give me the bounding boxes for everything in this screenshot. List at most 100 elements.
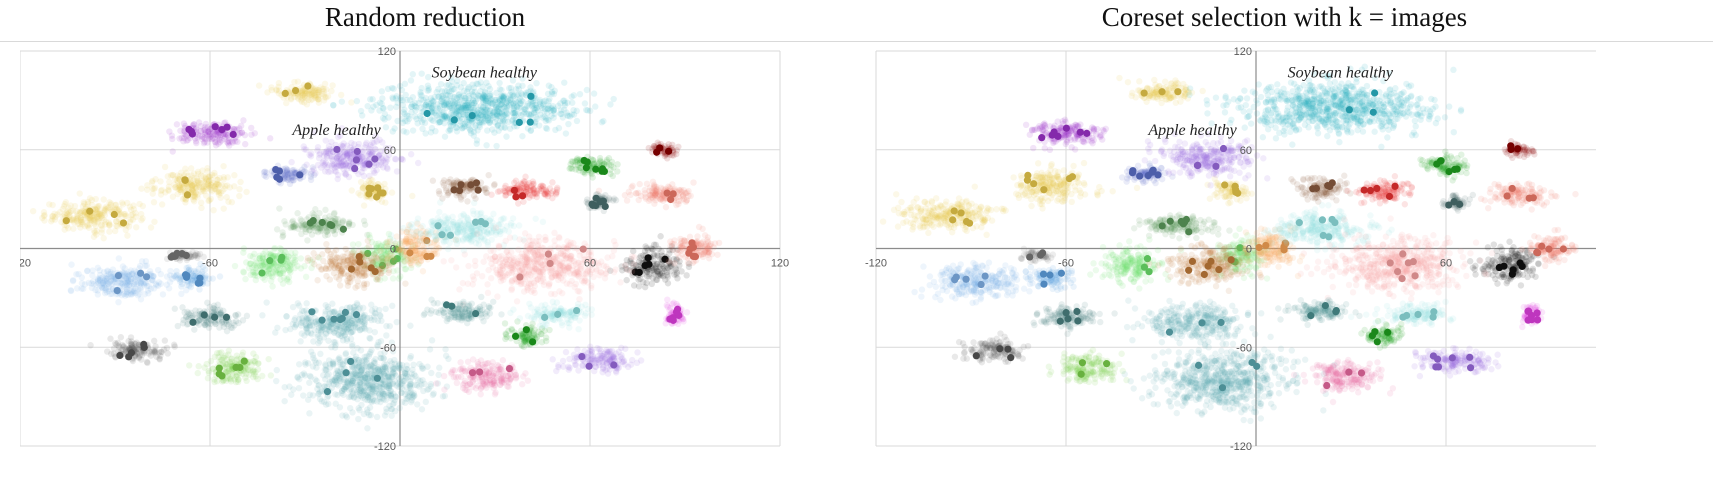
cloud-point	[402, 117, 409, 125]
cloud-point	[194, 191, 201, 198]
cloud-point	[287, 95, 295, 102]
cloud-point	[123, 288, 130, 296]
cloud-point	[202, 178, 210, 185]
cloud-point	[319, 85, 326, 93]
cloud-point	[92, 205, 99, 213]
cloud-point	[385, 373, 392, 380]
cloud-point	[86, 214, 93, 222]
cloud-point	[62, 199, 70, 206]
cloud-point	[361, 319, 368, 326]
cloud-point	[364, 375, 371, 382]
cloud-point	[100, 216, 108, 224]
cloud-point	[207, 195, 214, 203]
cloud-point	[102, 218, 110, 225]
cloud-point	[191, 183, 199, 190]
cloud-point	[85, 224, 93, 231]
cloud-point	[294, 300, 302, 307]
cloud-point	[322, 301, 329, 309]
cloud-point	[357, 347, 365, 354]
cloud-point	[400, 109, 407, 116]
cloud-point	[162, 189, 169, 196]
cloud-point	[298, 89, 305, 96]
cloud-point	[224, 368, 231, 375]
cloud-point	[216, 273, 224, 280]
cloud-point	[217, 189, 224, 196]
cloud-point	[205, 180, 212, 187]
cloud-point	[407, 77, 415, 84]
cloud-point	[309, 88, 316, 95]
cloud-point	[193, 184, 200, 191]
cloud-point	[412, 244, 420, 251]
cloud-point	[496, 86, 504, 93]
cloud-point	[335, 262, 342, 269]
cloud-point	[407, 354, 414, 362]
cloud-point	[179, 184, 187, 191]
cloud-point	[465, 124, 473, 131]
cloud-point	[215, 132, 222, 139]
cloud-point	[78, 209, 85, 216]
cloud-point	[101, 207, 109, 214]
cloud-point	[534, 107, 542, 114]
cloud-point	[113, 222, 120, 229]
cloud-point	[312, 92, 319, 99]
cloud-point	[201, 124, 209, 131]
cloud-point	[228, 199, 236, 206]
cloud-point	[281, 397, 288, 405]
cloud-point	[110, 350, 118, 357]
selected-point	[137, 269, 145, 277]
cloud-point	[414, 401, 421, 408]
cloud-point	[140, 280, 148, 287]
cloud-point	[98, 226, 106, 233]
cloud-point	[500, 124, 508, 131]
cloud-point	[174, 172, 181, 179]
selected-point	[472, 179, 481, 187]
selected-point	[110, 210, 118, 219]
cloud-point	[484, 127, 491, 134]
cloud-point	[211, 169, 218, 177]
cloud-point	[109, 273, 116, 280]
cloud-point	[349, 221, 356, 229]
cloud-point	[365, 381, 373, 389]
cloud-point	[132, 209, 139, 217]
cloud-point	[29, 207, 37, 215]
cloud-point	[307, 318, 315, 326]
cloud-point	[583, 86, 591, 94]
cloud-point	[303, 300, 310, 307]
selected-point	[222, 313, 231, 321]
cloud-point	[347, 253, 354, 261]
cloud-point	[485, 171, 492, 179]
cloud-point	[409, 71, 417, 78]
cloud-point	[115, 207, 122, 214]
cloud-point	[314, 86, 321, 94]
cloud-point	[565, 120, 572, 128]
cloud-point	[298, 98, 306, 106]
cloud-point	[74, 211, 81, 218]
cloud-point	[349, 371, 356, 378]
cloud-point	[150, 273, 157, 280]
cloud-point	[243, 188, 250, 196]
cloud-point	[342, 412, 349, 419]
cloud-point	[194, 177, 201, 184]
cloud-point	[376, 107, 383, 114]
cloud-point	[116, 211, 123, 218]
cloud-point	[429, 391, 437, 399]
cloud-point	[101, 205, 108, 212]
cloud-point	[413, 104, 420, 111]
cloud-point	[81, 212, 89, 219]
cloud-point	[267, 135, 274, 142]
cloud-point	[359, 112, 366, 119]
selected-point	[183, 191, 192, 199]
selected-point	[347, 265, 356, 273]
cloud-point	[437, 80, 445, 88]
cloud-point	[204, 165, 211, 172]
cloud-point	[168, 132, 176, 139]
cloud-point	[519, 132, 526, 140]
cloud-point	[211, 353, 219, 361]
cluster	[138, 162, 250, 214]
cloud-point	[384, 85, 392, 93]
cloud-point	[215, 181, 222, 189]
cloud-point	[214, 176, 221, 184]
cloud-point	[303, 88, 311, 95]
cloud-point	[331, 167, 338, 175]
cloud-point	[194, 369, 201, 377]
